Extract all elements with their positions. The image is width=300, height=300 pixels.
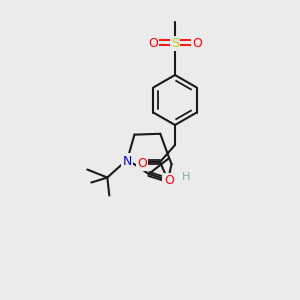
Text: O: O [192, 37, 202, 50]
Text: H: H [182, 172, 190, 182]
Text: N: N [163, 175, 173, 188]
Text: S: S [171, 37, 179, 50]
Text: O: O [137, 157, 147, 170]
Text: O: O [164, 174, 174, 187]
Text: N: N [123, 154, 132, 167]
Text: O: O [148, 37, 158, 50]
